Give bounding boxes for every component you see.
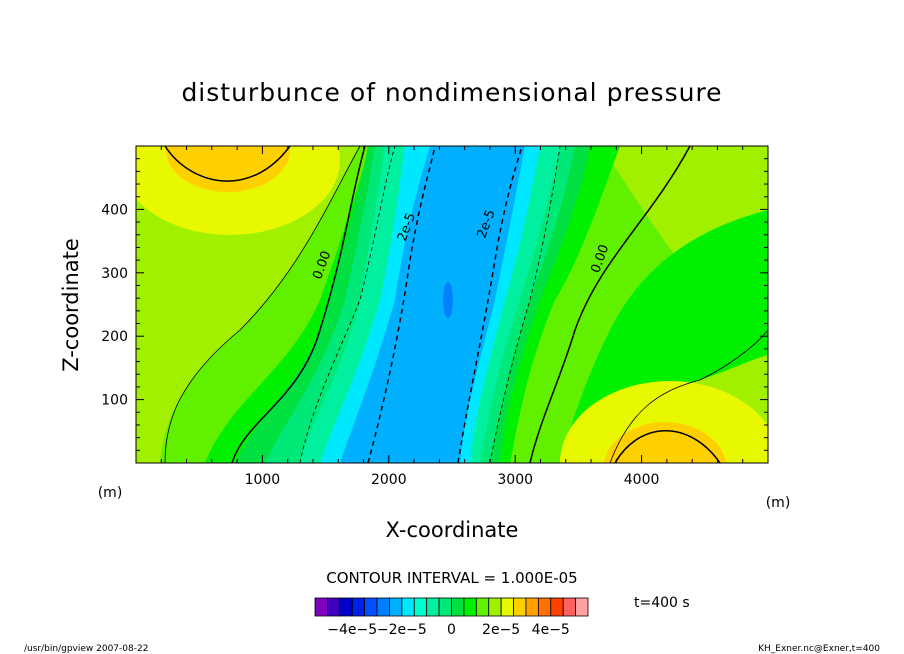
colorbar-swatch — [401, 597, 415, 617]
colorbar-tick-label: 4e−5 — [532, 622, 570, 638]
colorbar-swatch — [562, 597, 576, 617]
colorbar-swatch — [463, 597, 477, 617]
x-tick-label: 4000 — [624, 472, 660, 488]
colorbar-swatch — [475, 597, 490, 617]
blob-center-blue — [443, 282, 453, 318]
contour-line-pos-left — [367, 146, 436, 463]
contour-line-bottomright — [614, 430, 721, 463]
x-axis: 1000 2000 3000 4000 — [160, 146, 744, 488]
contour-line-zero-right — [529, 146, 691, 463]
contour-interval-label: CONTOUR INTERVAL = 1.000E-05 — [326, 569, 577, 587]
x-unit-left: (m) — [98, 485, 123, 501]
plot-frame — [135, 145, 769, 464]
colorbar-swatch — [413, 597, 428, 617]
y-axis-label: Z-coordinate — [59, 238, 83, 372]
footer-left: /usr/bin/gpview 2007-08-22 — [24, 644, 148, 654]
colorbar-swatch — [426, 597, 440, 617]
contour-line-thin-left — [299, 146, 396, 463]
band-skyblue — [340, 146, 525, 463]
contour-line-zero-left — [231, 146, 366, 463]
chart-title: disturbunce of nondimensional pressure — [181, 78, 722, 107]
colorbar-swatch — [376, 597, 390, 617]
contour-line-outer-left — [164, 146, 361, 463]
colorbar-swatch — [314, 597, 328, 617]
x-tick-label: 2000 — [371, 472, 407, 488]
contour-line-outer-right — [609, 329, 768, 463]
colorbar-swatch — [488, 597, 502, 617]
colorbar-swatch — [513, 597, 527, 617]
y-axis: 100 200 300 400 — [101, 158, 768, 451]
blob-topleft-orange — [166, 146, 290, 192]
contour-line-topleft — [164, 146, 291, 182]
colorbar-swatch — [389, 597, 403, 617]
y-tick-label: 200 — [101, 329, 128, 345]
y-tick-label: 300 — [101, 266, 128, 282]
x-tick-label: 1000 — [245, 472, 281, 488]
colorbar-swatch — [364, 597, 378, 617]
footer-right: KH_Exner.nc@Exner,t=400 — [758, 644, 880, 654]
colorbar-swatch — [500, 597, 514, 617]
colorbar-swatch — [575, 597, 589, 617]
colorbar-swatch — [550, 597, 564, 617]
colorbar-ticks: −4e−5 −2e−5 0 2e−5 4e−5 — [327, 622, 570, 638]
colorbar-swatch — [339, 597, 353, 617]
contour-line-thin-right — [489, 146, 561, 463]
colorbar-tick-label: −4e−5 — [327, 622, 377, 638]
x-axis-label: X-coordinate — [386, 518, 519, 542]
y-tick-label: 100 — [101, 393, 128, 409]
colorbar-tick-label: −2e−5 — [377, 622, 427, 638]
colorbar-tick-label: 0 — [447, 622, 456, 638]
time-label: t=400 s — [634, 595, 690, 611]
y-tick-label: 400 — [101, 202, 128, 218]
x-unit-right: (m) — [766, 495, 791, 511]
colorbar — [314, 597, 589, 617]
blob-bottomright-orange — [603, 422, 727, 463]
colorbar-swatch — [525, 597, 539, 617]
contour-line-pos-right — [457, 146, 523, 463]
colorbar-swatch — [327, 597, 341, 617]
colorbar-tick-label: 2e−5 — [482, 622, 520, 638]
colorbar-swatch — [438, 597, 452, 617]
x-tick-label: 3000 — [497, 472, 533, 488]
colorbar-swatch — [351, 597, 366, 617]
colorbar-swatch — [451, 597, 465, 617]
colorbar-swatch — [537, 597, 552, 617]
